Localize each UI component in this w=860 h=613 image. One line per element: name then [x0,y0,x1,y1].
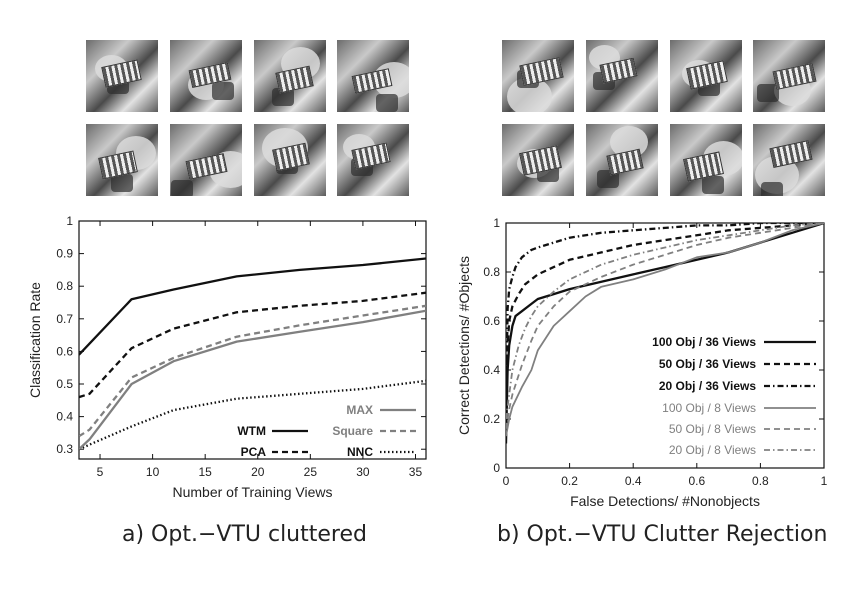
thumbnail-image [337,40,409,112]
thumbnail-image [502,124,574,196]
thumbnail-image [254,40,326,112]
legend-label: Square [332,424,373,438]
thumbnail-image [753,124,825,196]
series-line-1 [506,223,824,432]
thumbnail-image [254,124,326,196]
legend-label: 100 Obj / 8 Views [662,401,756,415]
legend-label: 20 Obj / 8 Views [669,443,756,457]
legend-label: 20 Obj / 36 Views [659,379,756,393]
x-tick-label: 0.2 [561,474,578,488]
thumbnail-image [586,124,658,196]
x-tick-label: 25 [304,465,318,479]
x-tick-label: 0.6 [688,474,705,488]
series-line-1 [79,291,426,399]
series-line-0 [79,257,426,356]
x-tick-label: 20 [251,465,265,479]
thumbnail-image [670,40,742,112]
y-tick-label: 0.7 [56,312,73,326]
y-tick-label: 0.6 [56,344,73,358]
caption-b: b) Opt.−VTU Clutter Rejection [497,522,828,547]
thumbnail-image [86,40,158,112]
y-tick-label: 0.3 [56,442,73,456]
thumbnail-image [337,124,409,196]
y-tick-label: 0.2 [483,412,500,426]
legend-label: 50 Obj / 8 Views [669,422,756,436]
x-tick-label: 1 [821,474,828,488]
series-line-4 [79,304,426,438]
thumbnail-image [502,40,574,112]
legend-label: 100 Obj / 36 Views [652,335,756,349]
y-axis-label: Correct Detections/ #Objects [456,256,472,435]
thumbnail-image [753,40,825,112]
x-tick-label: 0 [503,474,510,488]
x-tick-label: 0.8 [752,474,769,488]
legend-label: NNC [347,445,373,459]
y-tick-label: 1 [493,216,500,230]
thumbnail-image [670,124,742,196]
y-axis-label: Classification Rate [27,282,43,398]
x-axis-label: False Detections/ #Nonobjects [570,493,760,509]
thumbnail-image [86,124,158,196]
thumbnail-image [170,124,242,196]
y-tick-label: 0.6 [483,314,500,328]
x-tick-label: 35 [409,465,423,479]
x-tick-label: 15 [199,465,213,479]
x-tick-label: 10 [146,465,160,479]
legend-label: 50 Obj / 36 Views [659,357,756,371]
y-tick-label: 0.4 [483,363,500,377]
y-tick-label: 0.8 [56,279,73,293]
x-tick-label: 30 [356,465,370,479]
x-tick-label: 0.4 [625,474,642,488]
y-tick-label: 0.4 [56,410,73,424]
y-tick-label: 0.5 [56,377,73,391]
legend-label: WTM [237,424,266,438]
y-tick-label: 0.8 [483,265,500,279]
series-line-3 [506,223,824,437]
thumbnail-image [586,40,658,112]
series-line-3 [79,309,426,451]
thumbnail-image [170,40,242,112]
x-tick-label: 5 [97,465,104,479]
y-tick-label: 1 [66,214,73,228]
series-line-2 [506,223,824,420]
series-line-2 [79,379,426,451]
caption-a: a) Opt.−VTU cluttered [122,522,367,547]
y-tick-label: 0 [493,461,500,475]
x-axis-label: Number of Training Views [172,484,332,500]
series-line-4 [506,223,824,429]
legend-label: MAX [346,403,373,417]
legend-label: PCA [241,445,267,459]
y-tick-label: 0.9 [56,247,73,261]
